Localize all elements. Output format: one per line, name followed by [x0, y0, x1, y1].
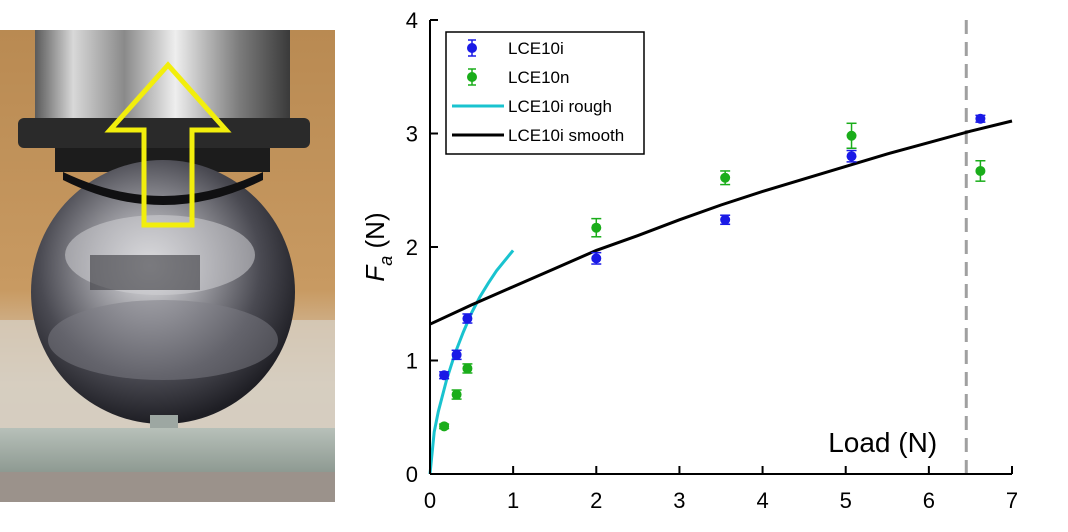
data-point-lce10i: [451, 349, 462, 361]
legend-label: LCE10i: [508, 39, 564, 58]
series-line-lce10i-smooth: [429, 119, 1013, 326]
series-line-lce10i-rough: [428, 249, 515, 475]
data-point-lce10n: [591, 217, 602, 238]
adhesion-force-chart: 0 1 2 3 4 5 6 7 0 1 2 3 4 Load (N) Fa (N) LCE10i LCE10n…: [360, 8, 1018, 513]
experiment-photo: [0, 30, 335, 502]
y-tick-label: 2: [406, 235, 418, 260]
data-point-lce10n: [439, 421, 450, 432]
data-marker: [451, 389, 462, 400]
x-axis-label: Load (N): [828, 427, 937, 458]
data-point-lce10i: [720, 214, 731, 226]
data-marker: [975, 113, 986, 124]
legend-label: LCE10n: [508, 68, 569, 87]
data-point-lce10i: [462, 313, 473, 324]
data-point-lce10i: [439, 370, 450, 381]
legend-marker: [467, 43, 477, 53]
y-tick-label: 3: [406, 122, 418, 147]
data-marker: [439, 421, 450, 432]
x-tick-label: 7: [1006, 488, 1018, 513]
data-marker: [975, 165, 986, 176]
data-point-lce10n: [720, 170, 731, 186]
legend-entry: LCE10n: [467, 68, 569, 87]
x-tick-label: 0: [424, 488, 436, 513]
x-tick-label: 2: [590, 488, 602, 513]
y-tick-label: 1: [406, 349, 418, 374]
data-marker: [720, 172, 731, 183]
data-marker: [591, 253, 602, 264]
legend-marker: [467, 72, 477, 82]
legend-entry: LCE10i rough: [452, 97, 612, 116]
x-tick-label: 3: [673, 488, 685, 513]
legend-label: LCE10i rough: [508, 97, 612, 116]
data-marker: [462, 363, 473, 374]
x-tick-label: 6: [923, 488, 935, 513]
y-tick-label: 0: [406, 462, 418, 487]
plot-layer: [428, 20, 1013, 475]
data-marker: [846, 151, 857, 162]
data-marker: [451, 349, 462, 360]
data-point-lce10n: [462, 363, 473, 374]
axes-layer: 0 1 2 3 4 5 6 7 0 1 2 3 4 Load (N) Fa (N): [360, 8, 1018, 513]
data-point-lce10i: [846, 149, 857, 163]
x-tick-label: 4: [756, 488, 768, 513]
y-axis-label: Fa (N): [360, 212, 396, 281]
legend-entry: LCE10i smooth: [452, 126, 624, 145]
legend: LCE10i LCE10n LCE10i rough LCE10i smooth: [445, 31, 645, 155]
data-point-lce10i: [591, 251, 602, 265]
data-point-lce10n: [451, 389, 462, 400]
data-marker: [591, 222, 602, 233]
data-marker: [720, 214, 731, 225]
y-tick-label: 4: [406, 8, 418, 33]
x-tick-label: 1: [507, 488, 519, 513]
data-marker: [439, 370, 450, 381]
chart-panel: 0 1 2 3 4 5 6 7 0 1 2 3 4 Load (N) Fa (N) LCE10i LCE10n…: [340, 0, 1068, 527]
data-point-lce10n: [975, 159, 986, 182]
data-marker: [462, 313, 473, 324]
legend-label: LCE10i smooth: [508, 126, 624, 145]
steel-ball-photo-icon: [0, 30, 335, 502]
x-tick-label: 5: [840, 488, 852, 513]
data-point-lce10n: [846, 122, 857, 150]
legend-entry: LCE10i: [467, 39, 564, 58]
data-point-lce10i: [975, 113, 986, 124]
data-marker: [846, 130, 857, 141]
